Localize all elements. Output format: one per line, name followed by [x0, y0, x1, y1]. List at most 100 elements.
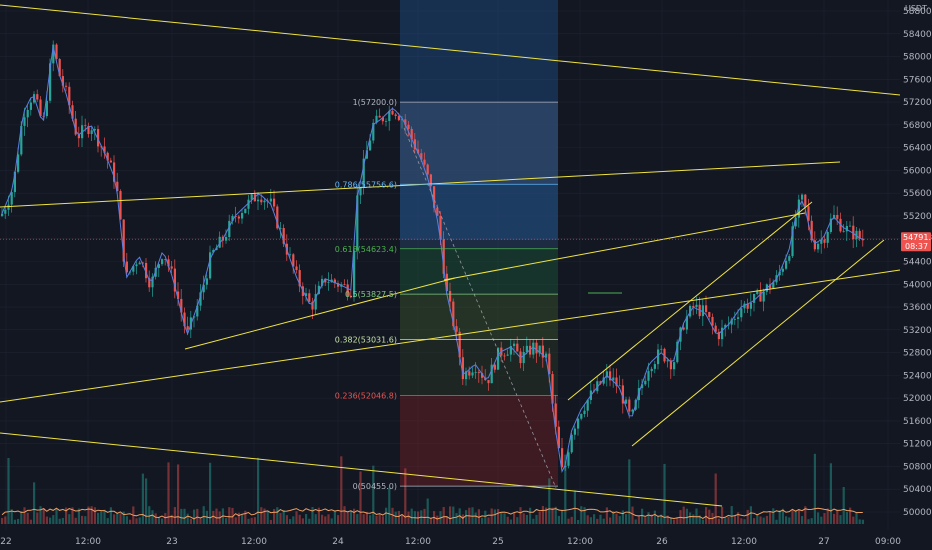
candle-body — [772, 282, 775, 289]
candle-body — [420, 153, 423, 160]
candle-body — [506, 354, 509, 356]
time-axis[interactable]: 22 12:00 23 12:00 24 12:00 25 12:00 26 12:00 27 09:… — [0, 537, 901, 547]
volume-bar — [154, 513, 157, 524]
candle-body — [61, 76, 64, 86]
volume-bar — [762, 517, 765, 524]
candle-body — [1, 213, 4, 216]
volume-bar — [737, 512, 740, 524]
volume-bar — [577, 519, 580, 524]
price-tick-label: 51600.0 — [903, 417, 932, 427]
last-price-value: 54791.8 — [903, 233, 932, 242]
time-tick-label: 09:00 — [875, 537, 901, 547]
volume-bar — [676, 517, 679, 524]
candle-body — [474, 372, 477, 373]
fib-level-label: 0.786(55756.6) — [335, 180, 397, 189]
volume-bar — [362, 514, 365, 524]
volume-bar — [845, 511, 848, 524]
volume-bar — [522, 513, 525, 524]
candle-body — [551, 374, 554, 404]
volume-bar — [138, 517, 141, 524]
volume-bar — [381, 516, 384, 524]
candle-body — [631, 409, 634, 412]
candle-body — [817, 243, 820, 250]
candle-body — [135, 264, 138, 267]
candle-body — [855, 230, 858, 240]
volume-bar — [314, 514, 317, 524]
candle-body — [333, 279, 336, 284]
volume-bar — [829, 463, 832, 524]
bar-countdown: 08:37 — [905, 242, 928, 251]
volume-bar — [724, 518, 727, 524]
candle-body — [807, 206, 810, 221]
volume-bar — [487, 517, 490, 524]
candle-body — [525, 345, 528, 352]
volume-bar — [551, 507, 554, 524]
volume-bar — [404, 468, 407, 524]
candle-body — [401, 119, 404, 121]
volume-bar — [801, 516, 804, 524]
volume-bar — [1, 518, 4, 524]
volume-bar — [148, 506, 151, 524]
volume-bar — [705, 507, 708, 524]
candle-body — [497, 347, 500, 370]
volume-bar — [356, 514, 359, 524]
volume-bar — [669, 517, 672, 524]
volume-bar — [621, 510, 624, 524]
volume-bar — [663, 463, 666, 524]
volume-bar — [391, 507, 394, 524]
candle-body — [778, 271, 781, 276]
candle-body — [557, 426, 560, 449]
candle-body — [321, 278, 324, 286]
volume-bar — [237, 512, 240, 524]
volume-bar — [369, 515, 372, 524]
volume-bar — [378, 513, 381, 524]
volume-bar — [122, 511, 125, 524]
candle-body — [487, 380, 490, 384]
volume-bar — [279, 513, 282, 524]
volume-bar — [529, 507, 532, 524]
candle-body — [145, 262, 148, 279]
volume-bar — [177, 464, 180, 524]
volume-bar — [436, 515, 439, 524]
volume-bar — [826, 508, 829, 524]
time-tick-label: 12:00 — [731, 537, 757, 547]
candle-body — [692, 305, 695, 307]
volume-bar — [791, 509, 794, 524]
candle-body — [436, 207, 439, 216]
candle-body — [801, 194, 804, 200]
candle-body — [295, 266, 298, 271]
volume-bar — [525, 514, 528, 524]
fib-level-label: 0.5(53827.5) — [345, 290, 397, 299]
candle-body — [359, 186, 362, 196]
candle-body — [381, 117, 384, 122]
candle-body — [580, 414, 583, 419]
volume-bar — [570, 516, 573, 524]
candle-body — [653, 364, 656, 369]
candle-body — [122, 219, 125, 262]
volume-bar — [564, 454, 567, 524]
channel-rising-top — [567, 201, 813, 401]
currency-label[interactable]: USDT — [905, 4, 927, 13]
price-axis[interactable]: 50000.0 50400.0 50800.0 51200.0 51600.0 52000… — [903, 7, 932, 518]
candle-body — [433, 186, 436, 208]
volume-bar — [490, 508, 493, 524]
volume-bar — [394, 511, 397, 524]
volume-bar — [308, 518, 311, 524]
candle-body — [7, 204, 10, 210]
volume-bar — [289, 519, 292, 524]
candle-body — [676, 341, 679, 363]
candle-body — [823, 239, 826, 243]
volume-bar — [90, 506, 93, 524]
candle-body — [209, 252, 212, 279]
candle-body — [426, 164, 429, 175]
candle-body — [106, 152, 109, 161]
volume-bar — [84, 516, 87, 524]
volume-bar — [682, 506, 685, 524]
candle-body — [26, 109, 29, 118]
volume-bar — [794, 510, 797, 524]
candle-body — [541, 345, 544, 358]
candle-body — [465, 371, 468, 380]
candle-body — [810, 220, 813, 241]
candle-body — [212, 250, 215, 253]
